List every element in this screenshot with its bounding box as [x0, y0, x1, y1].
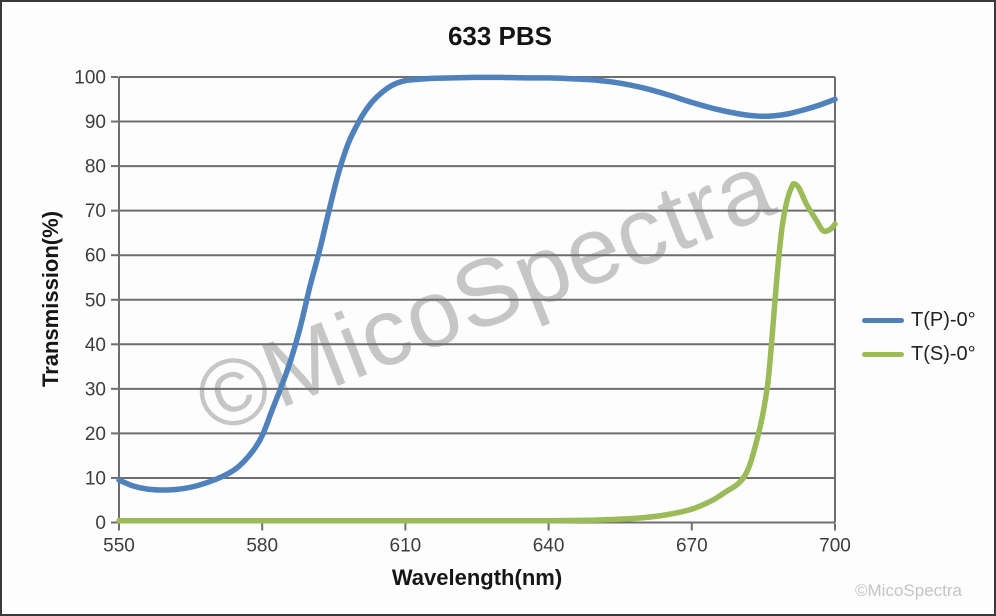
legend-item-tp: T(P)-0° — [862, 303, 976, 337]
series-line-1 — [116, 180, 838, 524]
y-tick-label: 20 — [85, 424, 106, 445]
x-tick-label: 700 — [819, 536, 851, 557]
y-tick-label: 60 — [85, 246, 106, 267]
x-tick-label: 580 — [246, 536, 278, 557]
x-tick-label: 640 — [533, 536, 565, 557]
legend-label-ts: T(S)-0° — [911, 342, 976, 365]
x-axis-title: Wavelength(nm) — [391, 565, 563, 590]
footer-watermark-text: ©MicoSpectra — [854, 581, 962, 600]
y-tick-label: 10 — [85, 468, 106, 489]
legend-item-ts: T(S)-0° — [862, 337, 976, 371]
legend-label-tp: T(P)-0° — [911, 308, 976, 331]
y-tick-label: 80 — [85, 157, 106, 178]
y-tick-label: 40 — [85, 335, 106, 356]
chart-title: 633 PBS — [447, 21, 553, 51]
x-tick-label: 610 — [390, 536, 422, 557]
y-tick-label: 30 — [85, 379, 106, 400]
y-tick-label: 0 — [95, 513, 106, 534]
y-tick-label: 100 — [74, 68, 106, 89]
y-tick-label: 70 — [85, 201, 106, 222]
x-tick-label: 550 — [103, 536, 135, 557]
y-axis-title: Transmission(%) — [38, 210, 63, 388]
legend: T(P)-0° T(S)-0° — [862, 303, 976, 371]
series-line-0 — [116, 74, 838, 493]
y-tick-label: 90 — [85, 112, 106, 133]
x-tick-label: 670 — [676, 536, 708, 557]
y-tick-label: 50 — [85, 290, 106, 311]
legend-swatch-tp — [862, 317, 904, 323]
legend-swatch-ts — [862, 351, 904, 357]
